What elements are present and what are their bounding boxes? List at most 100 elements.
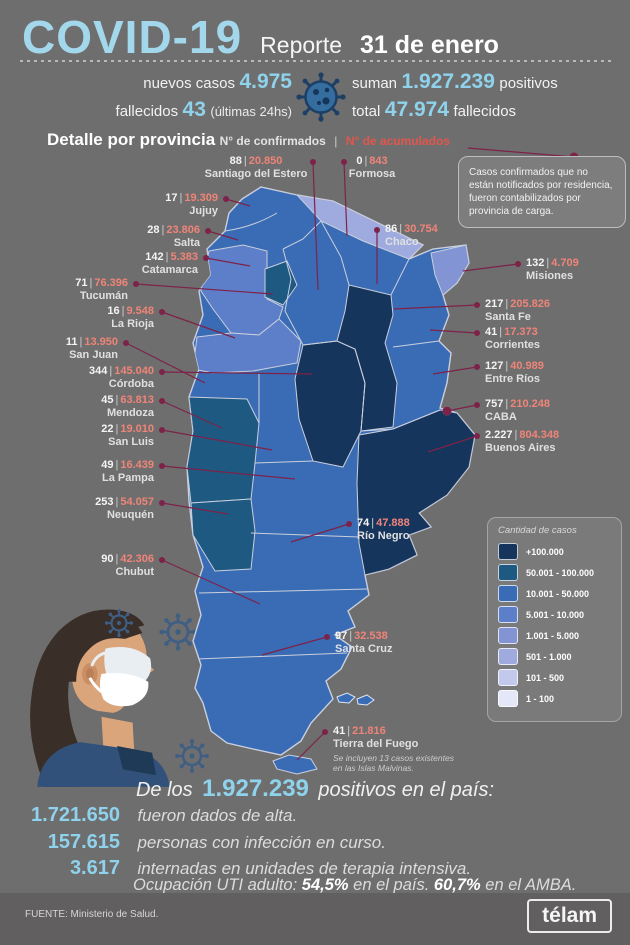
formosa-name: Formosa [348,168,396,180]
neuquen-name: Neuquén [106,509,154,521]
tucuman-name: Tucumán [79,290,128,302]
legend-item: 501 - 1.000 [498,646,621,667]
santa_cruz-acc: 32.538 [354,630,388,642]
santa_fe-conf: 217 [485,298,504,310]
cordoba-sep: | [109,365,113,377]
salta-acc: 23.806 [166,224,200,236]
callout-dot [159,463,165,469]
misiones-name: Misiones [526,270,574,282]
summary-row: 3.617 internadas en unidades de terapia … [0,856,630,883]
province-mendoza [187,396,260,504]
chaco-sep: | [399,223,403,235]
callout-dot [159,427,165,433]
virus-doodle-icon [175,739,209,773]
la_rioja-conf: 16 [107,305,120,317]
province-buenos-aires [356,409,475,576]
section-heading: Detalle por provincia N° de confirmados … [47,130,450,150]
dotted-divider [20,60,612,62]
province-label-caba: 757 | 210.248 CABA [485,398,605,424]
tucuman-sep: | [89,277,93,289]
masked-person-illustration [30,609,170,787]
formosa-acc: 843 [369,155,388,167]
mendoza-name: Mendoza [106,407,154,419]
province-label-santiago: 88 | 20.850 Santiago del Estero [176,155,336,181]
entre_rios-sep: | [505,360,509,372]
new-cases-label: nuevos casos [143,75,235,92]
callout-dot [159,398,165,404]
province-label-misiones: 132 | 4.709 Misiones [526,257,626,283]
la_pampa-sep: | [115,459,119,471]
uti-amba-pct: 60,7% [433,876,481,894]
catamarca-conf: 142 [145,251,164,263]
argentina-map [186,186,476,775]
legend-swatch [498,543,518,560]
legend-item: 1.001 - 5.000 [498,625,621,646]
tierra_del_fuego-name: Tierra del Fuego [333,738,419,750]
legend-item: +100.000 [498,541,621,562]
islas-malvinas [356,694,375,706]
province-label-santa_fe: 217 | 205.826 Santa Fe [485,298,605,324]
province-label-catamarca: 142 | 5.383 Catamarca [48,251,198,277]
legend-item: 5.001 - 10.000 [498,604,621,625]
rio_negro-name: Río Negro [357,530,410,542]
san_luis-name: San Luis [108,436,154,448]
la_rioja-acc: 9.548 [126,305,154,317]
province-label-corrientes: 41 | 17.373 Corrientes [485,326,605,352]
jujuy-acc: 19.309 [184,192,218,204]
rio_negro-conf: 74 [357,517,370,529]
santiago-acc: 20.850 [248,155,283,167]
tierra_del_fuego-conf: 41 [333,725,346,737]
province-tierra-del-fuego [272,754,318,775]
santiago-sep: | [243,155,247,167]
province-label-la_pampa: 49 | 16.439 La Pampa [34,459,154,485]
entre_rios-name: Entre Ríos [485,373,541,385]
santa_cruz-sep: | [349,630,353,642]
province-label-mendoza: 45 | 63.813 Mendoza [34,394,154,420]
accumulated-subtitle: N° de acumulados [345,134,450,148]
chaco-conf: 86 [385,223,398,235]
subtitle-separator: | [334,134,338,148]
buenos_aires-name: Buenos Aires [485,442,556,454]
santa_fe-name: Santa Fe [485,311,531,323]
footer: FUENTE: Ministerio de Salud. télam [0,893,630,945]
province-label-chubut: 90 | 42.306 Chubut [34,553,154,579]
province-label-san_juan: 11 | 13.950 San Juan [0,336,118,362]
chaco-acc: 30.754 [404,223,438,235]
san_juan-conf: 11 [65,336,78,348]
legend-swatch [498,585,518,602]
mendoza-sep: | [115,394,119,406]
province-label-salta: 28 | 23.806 Salta [50,224,200,250]
la_rioja-sep: | [121,305,125,317]
section-title: Detalle por provincia [47,130,216,149]
province-label-buenos_aires: 2.227 | 804.348 Buenos Aires [485,429,615,455]
legend-title: Cantidad de casos [498,525,577,536]
province-caba [442,406,452,416]
callout-dot [133,281,139,287]
tierra_del_fuego-acc: 21.816 [352,725,386,737]
province-label-neuquen: 253 | 54.057 Neuquén [34,496,154,522]
chubut-conf: 90 [101,553,114,565]
santiago-conf: 88 [229,155,242,167]
source-text: FUENTE: Ministerio de Salud. [25,909,159,920]
uti-suffix: en el AMBA. [485,876,577,894]
summary-row: 1.721.650 fueron dados de alta. [0,803,630,830]
tierra_del_fuego-sep: | [347,725,351,737]
icu-occupancy-line: Ocupación UTI adulto: 54,5% en el país. … [133,876,576,895]
icu-value: 3.617 [69,857,120,879]
legend-swatch [498,669,518,686]
legend: Cantidad de casos +100.000 50.001 - 100.… [487,517,622,722]
chaco-name: Chaco [385,236,419,248]
deaths-24h-value: 43 [182,98,206,121]
province-label-cordoba: 344 | 145.040 Córdoba [34,365,154,391]
misiones-conf: 132 [526,257,545,269]
la_pampa-name: La Pampa [102,472,154,484]
page-title: COVID-19 [22,11,243,63]
summary-row: 157.615 personas con infección en curso. [0,830,630,857]
province-label-la_rioja: 16 | 9.548 La Rioja [34,305,154,331]
neuquen-sep: | [115,496,119,508]
rio_negro-acc: 47.888 [376,517,410,529]
callout-dot [159,309,165,315]
islas-malvinas [336,692,356,704]
stats-right: suman 1.927.239 positivos total 47.974 f… [352,69,558,125]
province-label-tucuman: 71 | 76.396 Tucumán [8,277,128,303]
